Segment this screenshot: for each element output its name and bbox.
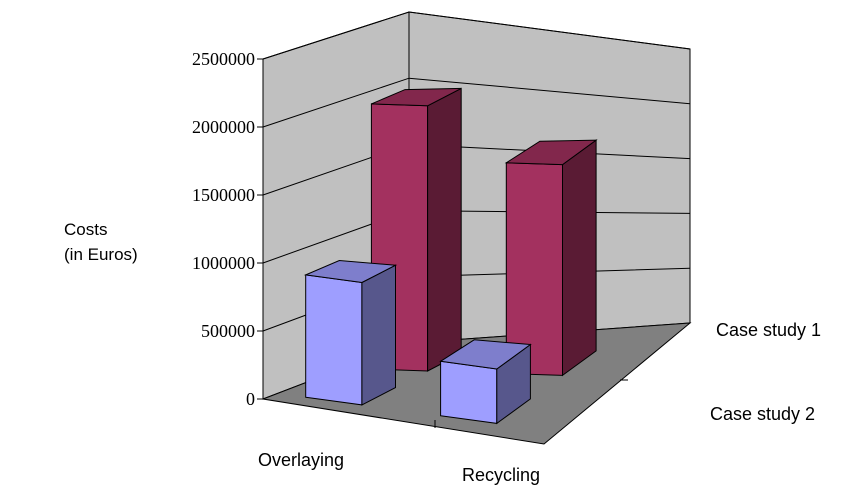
gridline bbox=[262, 77, 691, 128]
bar-side-face bbox=[562, 139, 597, 377]
y-tick-label: 1000000 bbox=[192, 253, 255, 273]
y-tick-label: 0 bbox=[246, 389, 255, 409]
y-tick-label: 2000000 bbox=[192, 117, 255, 137]
bar-top-face bbox=[439, 339, 532, 370]
y-tick-label: 500000 bbox=[201, 321, 255, 341]
y-tick-label: 1500000 bbox=[192, 185, 255, 205]
bar bbox=[504, 139, 598, 377]
category-label-overlaying: Overlaying bbox=[258, 450, 344, 470]
y-ticks: 0 500000 1000000 1500000 2000000 2500000 bbox=[192, 49, 255, 409]
bar-front-face bbox=[440, 360, 498, 424]
series-label-case-study-1: Case study 1 bbox=[716, 320, 821, 340]
bar bbox=[303, 259, 398, 406]
category-label-recycling: Recycling bbox=[462, 465, 540, 485]
bar-side-face bbox=[427, 87, 462, 372]
bar-side-face bbox=[361, 264, 396, 406]
y-axis-title-line-2: (in Euros) bbox=[64, 245, 138, 264]
bar bbox=[439, 339, 532, 425]
bar-top-face bbox=[504, 139, 598, 166]
bar-front-face bbox=[305, 274, 363, 406]
series-label-case-study-2: Case study 2 bbox=[710, 404, 815, 424]
bar-top-face bbox=[303, 259, 398, 284]
y-tick-label: 2500000 bbox=[192, 49, 255, 69]
gridline bbox=[262, 11, 691, 60]
y-axis bbox=[257, 58, 264, 400]
y-axis-title-line-1: Costs bbox=[64, 220, 107, 239]
bar-top-face bbox=[371, 87, 462, 107]
bar-group bbox=[303, 87, 598, 425]
